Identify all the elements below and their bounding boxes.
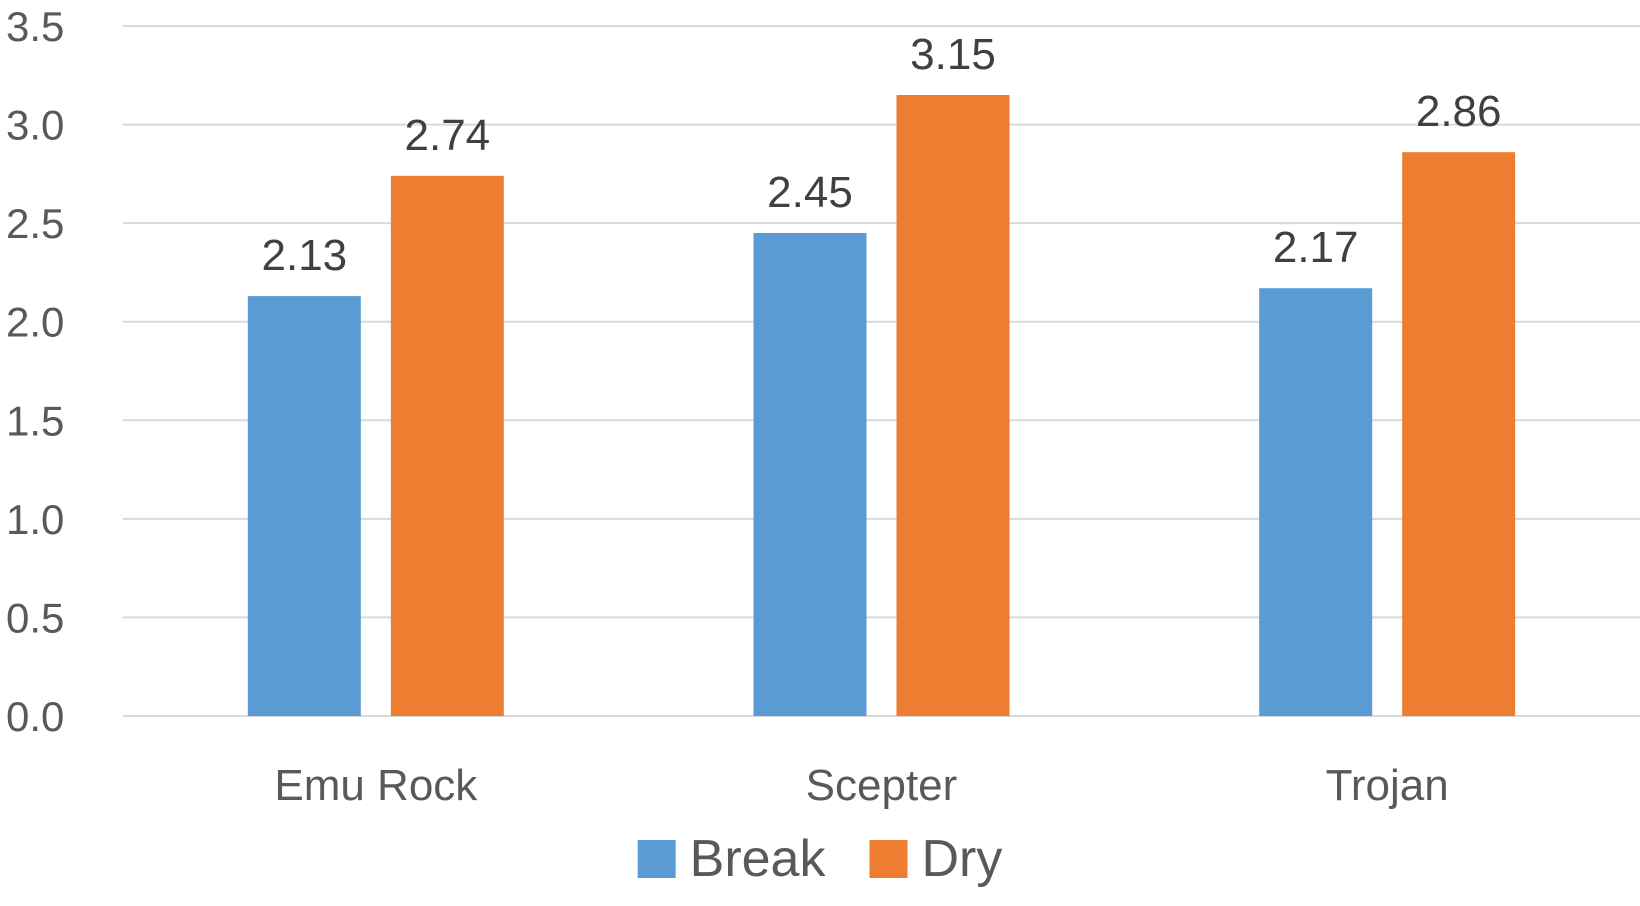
legend-label: Break xyxy=(690,830,827,888)
legend-swatch-break xyxy=(637,840,676,878)
data-label: 2.86 xyxy=(1416,87,1502,136)
y-tick-label: 3.0 xyxy=(6,102,64,149)
y-tick-label: 2.5 xyxy=(6,200,64,247)
x-tick-label: Scepter xyxy=(806,761,958,810)
x-tick-label: Trojan xyxy=(1326,761,1449,810)
bars xyxy=(247,95,1516,717)
bar-break-0 xyxy=(247,296,361,716)
y-axis: 0.0 0.5 1.0 1.5 2.0 2.5 3.0 3.5 xyxy=(6,3,64,740)
bar-dry-1 xyxy=(896,95,1010,716)
x-tick-label: Emu Rock xyxy=(274,761,478,810)
data-label: 3.15 xyxy=(910,30,996,79)
bar-dry-0 xyxy=(390,175,504,717)
legend: Break Dry xyxy=(637,830,1002,888)
legend-label: Dry xyxy=(921,830,1002,888)
bar-break-2 xyxy=(1259,288,1373,716)
data-label: 2.13 xyxy=(262,231,348,280)
data-label: 2.45 xyxy=(767,168,853,217)
y-tick-label: 0.0 xyxy=(6,693,64,740)
data-labels: 2.13 2.74 2.45 3.15 2.17 2.86 xyxy=(262,30,1502,280)
y-tick-label: 1.0 xyxy=(6,496,64,543)
y-tick-label: 2.0 xyxy=(6,299,64,346)
data-label: 2.17 xyxy=(1273,223,1359,272)
bar-dry-2 xyxy=(1402,152,1516,716)
legend-swatch-dry xyxy=(869,840,908,878)
data-label: 2.74 xyxy=(405,111,491,160)
y-tick-label: 0.5 xyxy=(6,594,64,641)
y-tick-label: 3.5 xyxy=(6,3,64,50)
y-tick-label: 1.5 xyxy=(6,397,64,444)
x-axis: Emu Rock Scepter Trojan xyxy=(274,761,1448,810)
bar-break-1 xyxy=(753,233,867,716)
gridlines xyxy=(123,25,1640,717)
